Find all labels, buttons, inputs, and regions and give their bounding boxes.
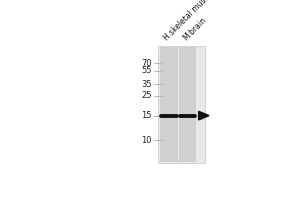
Text: 15: 15	[141, 111, 152, 120]
Text: 25: 25	[141, 91, 152, 100]
Text: 70: 70	[141, 59, 152, 68]
Text: H.skeletal muscle: H.skeletal muscle	[163, 0, 217, 42]
Bar	[178, 46, 196, 162]
Text: 10: 10	[141, 136, 152, 145]
Bar	[158, 46, 205, 163]
Bar	[160, 46, 178, 162]
Text: M.brain: M.brain	[181, 16, 208, 42]
Polygon shape	[199, 111, 209, 120]
Text: 35: 35	[141, 80, 152, 89]
Text: 55: 55	[141, 66, 152, 75]
